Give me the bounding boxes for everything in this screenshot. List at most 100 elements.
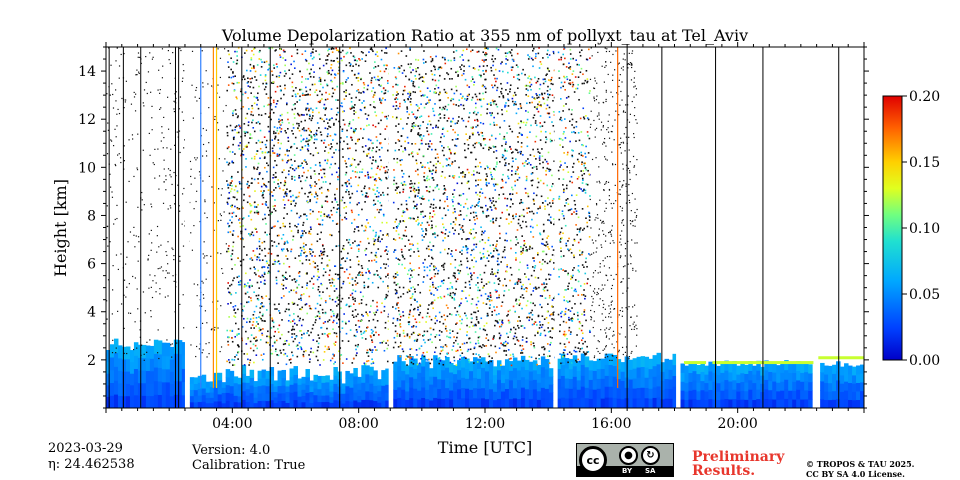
boundary-layer-cell (381, 385, 386, 394)
boundary-layer-cell (169, 395, 175, 409)
noise-point (285, 72, 287, 75)
noise-point (296, 355, 299, 358)
boundary-layer-cell (437, 398, 442, 409)
noise-point (310, 243, 313, 246)
noise-point (540, 105, 542, 108)
noise-point (235, 322, 237, 325)
noise-point (464, 202, 467, 205)
noise-point (256, 64, 259, 66)
noise-point (583, 266, 585, 268)
noise-point (267, 266, 269, 269)
noise-point (420, 139, 423, 142)
noise-point (560, 255, 563, 258)
noise-point (433, 275, 436, 278)
noise-point (270, 96, 272, 99)
noise-point (376, 208, 379, 211)
noise-point (558, 276, 560, 278)
boundary-layer-cell (652, 365, 658, 377)
boundary-layer-cell (844, 381, 849, 391)
noise-point (433, 351, 436, 354)
boundary-layer-cell (496, 379, 502, 390)
noise-point (318, 315, 321, 318)
noise-point (564, 346, 567, 348)
boundary-layer-cell (572, 397, 578, 409)
noise-point (563, 131, 565, 133)
noise-point (326, 135, 329, 138)
noise-point (284, 153, 287, 156)
noise-point (513, 91, 516, 94)
noise-point (459, 66, 461, 68)
noise-point (230, 68, 232, 71)
noise-point (423, 266, 426, 268)
noise-point (462, 119, 465, 122)
noise-point (559, 353, 561, 355)
noise-point (488, 298, 491, 301)
noise-point (532, 49, 534, 52)
noise-point (421, 316, 424, 319)
noise-point (253, 201, 256, 204)
noise-point (254, 190, 256, 192)
boundary-layer-cell (860, 390, 865, 400)
noise-point (492, 64, 494, 67)
noise-point (544, 78, 546, 80)
noise-point (233, 359, 236, 361)
noise-point (455, 49, 458, 52)
noise-point (257, 107, 260, 110)
noise-point (283, 169, 285, 171)
boundary-layer-cell (281, 385, 287, 394)
noise-point (285, 255, 287, 257)
noise-point (356, 60, 358, 62)
noise-point (364, 113, 367, 115)
noise-point (493, 247, 496, 250)
noise-point (408, 196, 411, 199)
noise-point (242, 76, 245, 78)
boundary-layer-cell (680, 372, 685, 382)
noise-point (543, 283, 545, 285)
boundary-layer-cell (441, 388, 446, 399)
noise-point (379, 208, 381, 211)
noise-point (341, 130, 344, 133)
noise-point (571, 109, 573, 111)
noise-point (482, 231, 485, 234)
noise-point (297, 229, 299, 232)
noise-point (292, 239, 294, 241)
boundary-layer-cell (357, 376, 362, 384)
noise-point (399, 159, 402, 162)
noise-point (301, 53, 304, 56)
noise-point (351, 362, 354, 364)
noise-point (262, 196, 265, 199)
boundary-layer-cell (106, 373, 111, 386)
noise-point (227, 336, 229, 338)
noise-point (412, 286, 415, 288)
noise-point (274, 209, 277, 212)
boundary-layer-cell (784, 360, 789, 371)
noise-point (289, 225, 291, 228)
noise-point (246, 201, 249, 204)
boundary-layer-cell (233, 382, 239, 390)
noise-point (402, 89, 405, 92)
boundary-layer-cell (129, 361, 135, 374)
noise-point (550, 221, 552, 224)
noise-point (298, 124, 300, 127)
noise-point (475, 204, 478, 206)
boundary-layer-cell (700, 362, 705, 372)
noise-point (479, 327, 481, 330)
noise-point (552, 306, 554, 308)
noise-point (384, 170, 387, 172)
noise-point (283, 217, 285, 219)
noise-point (371, 358, 373, 361)
noise-point (537, 52, 540, 55)
noise-point (275, 245, 278, 248)
noise-point (309, 191, 312, 194)
noise-point (306, 218, 308, 221)
boundary-layer-cell (417, 363, 422, 373)
noise-point (552, 50, 555, 53)
noise-point (547, 96, 550, 99)
noise-point (474, 323, 477, 326)
noise-point (504, 149, 506, 152)
noise-point (266, 104, 269, 106)
boundary-layer-cell (449, 363, 454, 373)
noise-point (334, 341, 337, 343)
boundary-layer-cell (548, 400, 554, 409)
noise-point (559, 324, 561, 326)
